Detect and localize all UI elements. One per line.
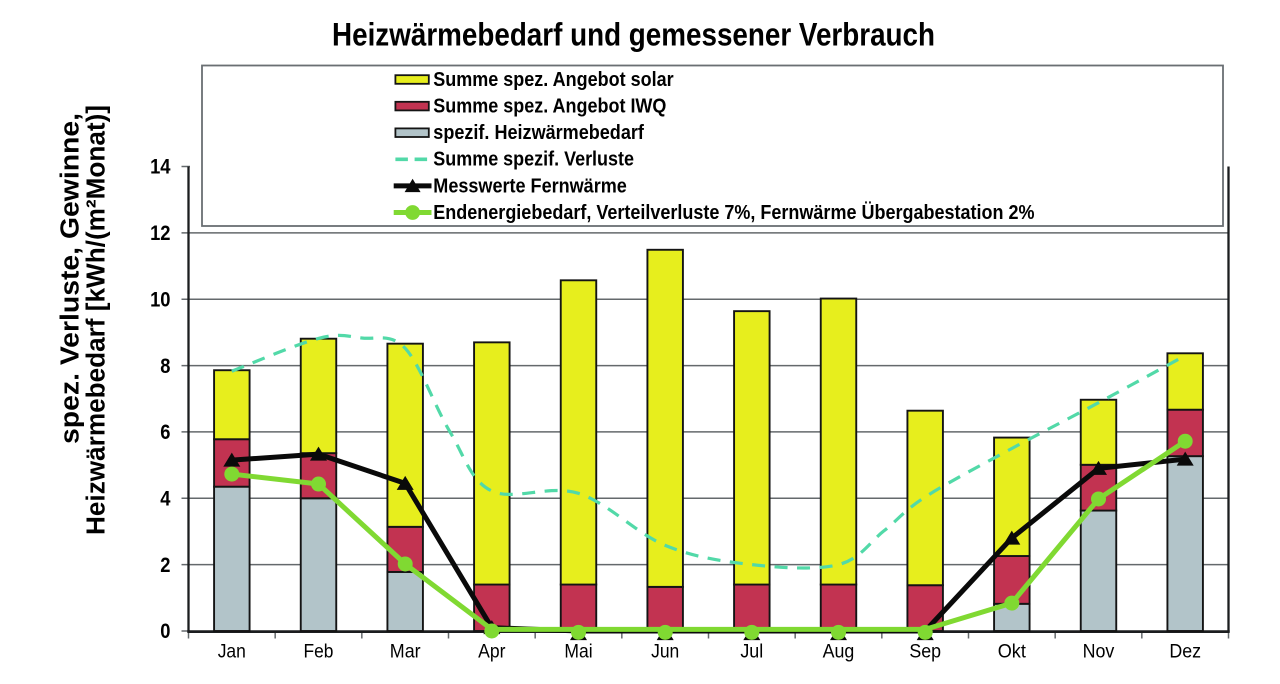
- svg-text:10: 10: [150, 288, 170, 311]
- svg-text:Summe spezif. Verluste: Summe spezif. Verluste: [433, 149, 634, 171]
- svg-text:Sep: Sep: [909, 640, 941, 662]
- svg-text:4: 4: [160, 488, 170, 511]
- svg-text:Jun: Jun: [651, 640, 679, 662]
- svg-text:8: 8: [160, 355, 170, 378]
- svg-text:Apr: Apr: [478, 640, 506, 662]
- svg-text:Feb: Feb: [304, 640, 334, 662]
- svg-text:Endenergiebedarf, Verteilverlu: Endenergiebedarf, Verteilverluste 7%, Fe…: [433, 201, 1034, 224]
- svg-text:Dez: Dez: [1169, 640, 1201, 662]
- svg-text:Mar: Mar: [390, 640, 421, 662]
- svg-text:2: 2: [160, 554, 170, 577]
- svg-text:Aug: Aug: [823, 640, 855, 662]
- svg-text:Heizwärmebedarf [kWh/(m²Monat): Heizwärmebedarf [kWh/(m²Monat)]: [83, 105, 111, 535]
- svg-text:14: 14: [150, 156, 171, 179]
- svg-text:Okt: Okt: [998, 640, 1027, 662]
- svg-text:Summe spez. Angebot IWQ: Summe spez. Angebot IWQ: [433, 96, 666, 118]
- svg-text:6: 6: [160, 421, 170, 444]
- svg-text:Mai: Mai: [564, 640, 592, 662]
- svg-text:Jan: Jan: [218, 640, 246, 662]
- svg-text:0: 0: [160, 620, 170, 643]
- svg-text:Jul: Jul: [740, 640, 763, 662]
- svg-text:spez. Verluste, Gewinne,: spez. Verluste, Gewinne,: [57, 113, 85, 444]
- svg-text:spezif. Heizwärmebedarf: spezif. Heizwärmebedarf: [433, 122, 644, 144]
- svg-text:12: 12: [150, 222, 170, 245]
- svg-text:Nov: Nov: [1083, 640, 1115, 662]
- svg-text:Messwerte Fernwärme: Messwerte Fernwärme: [433, 175, 627, 197]
- svg-text:Summe spez. Angebot solar: Summe spez. Angebot solar: [433, 69, 673, 91]
- svg-text:Heizwärmebedarf und gemessener: Heizwärmebedarf und gemessener Verbrauch: [332, 16, 935, 52]
